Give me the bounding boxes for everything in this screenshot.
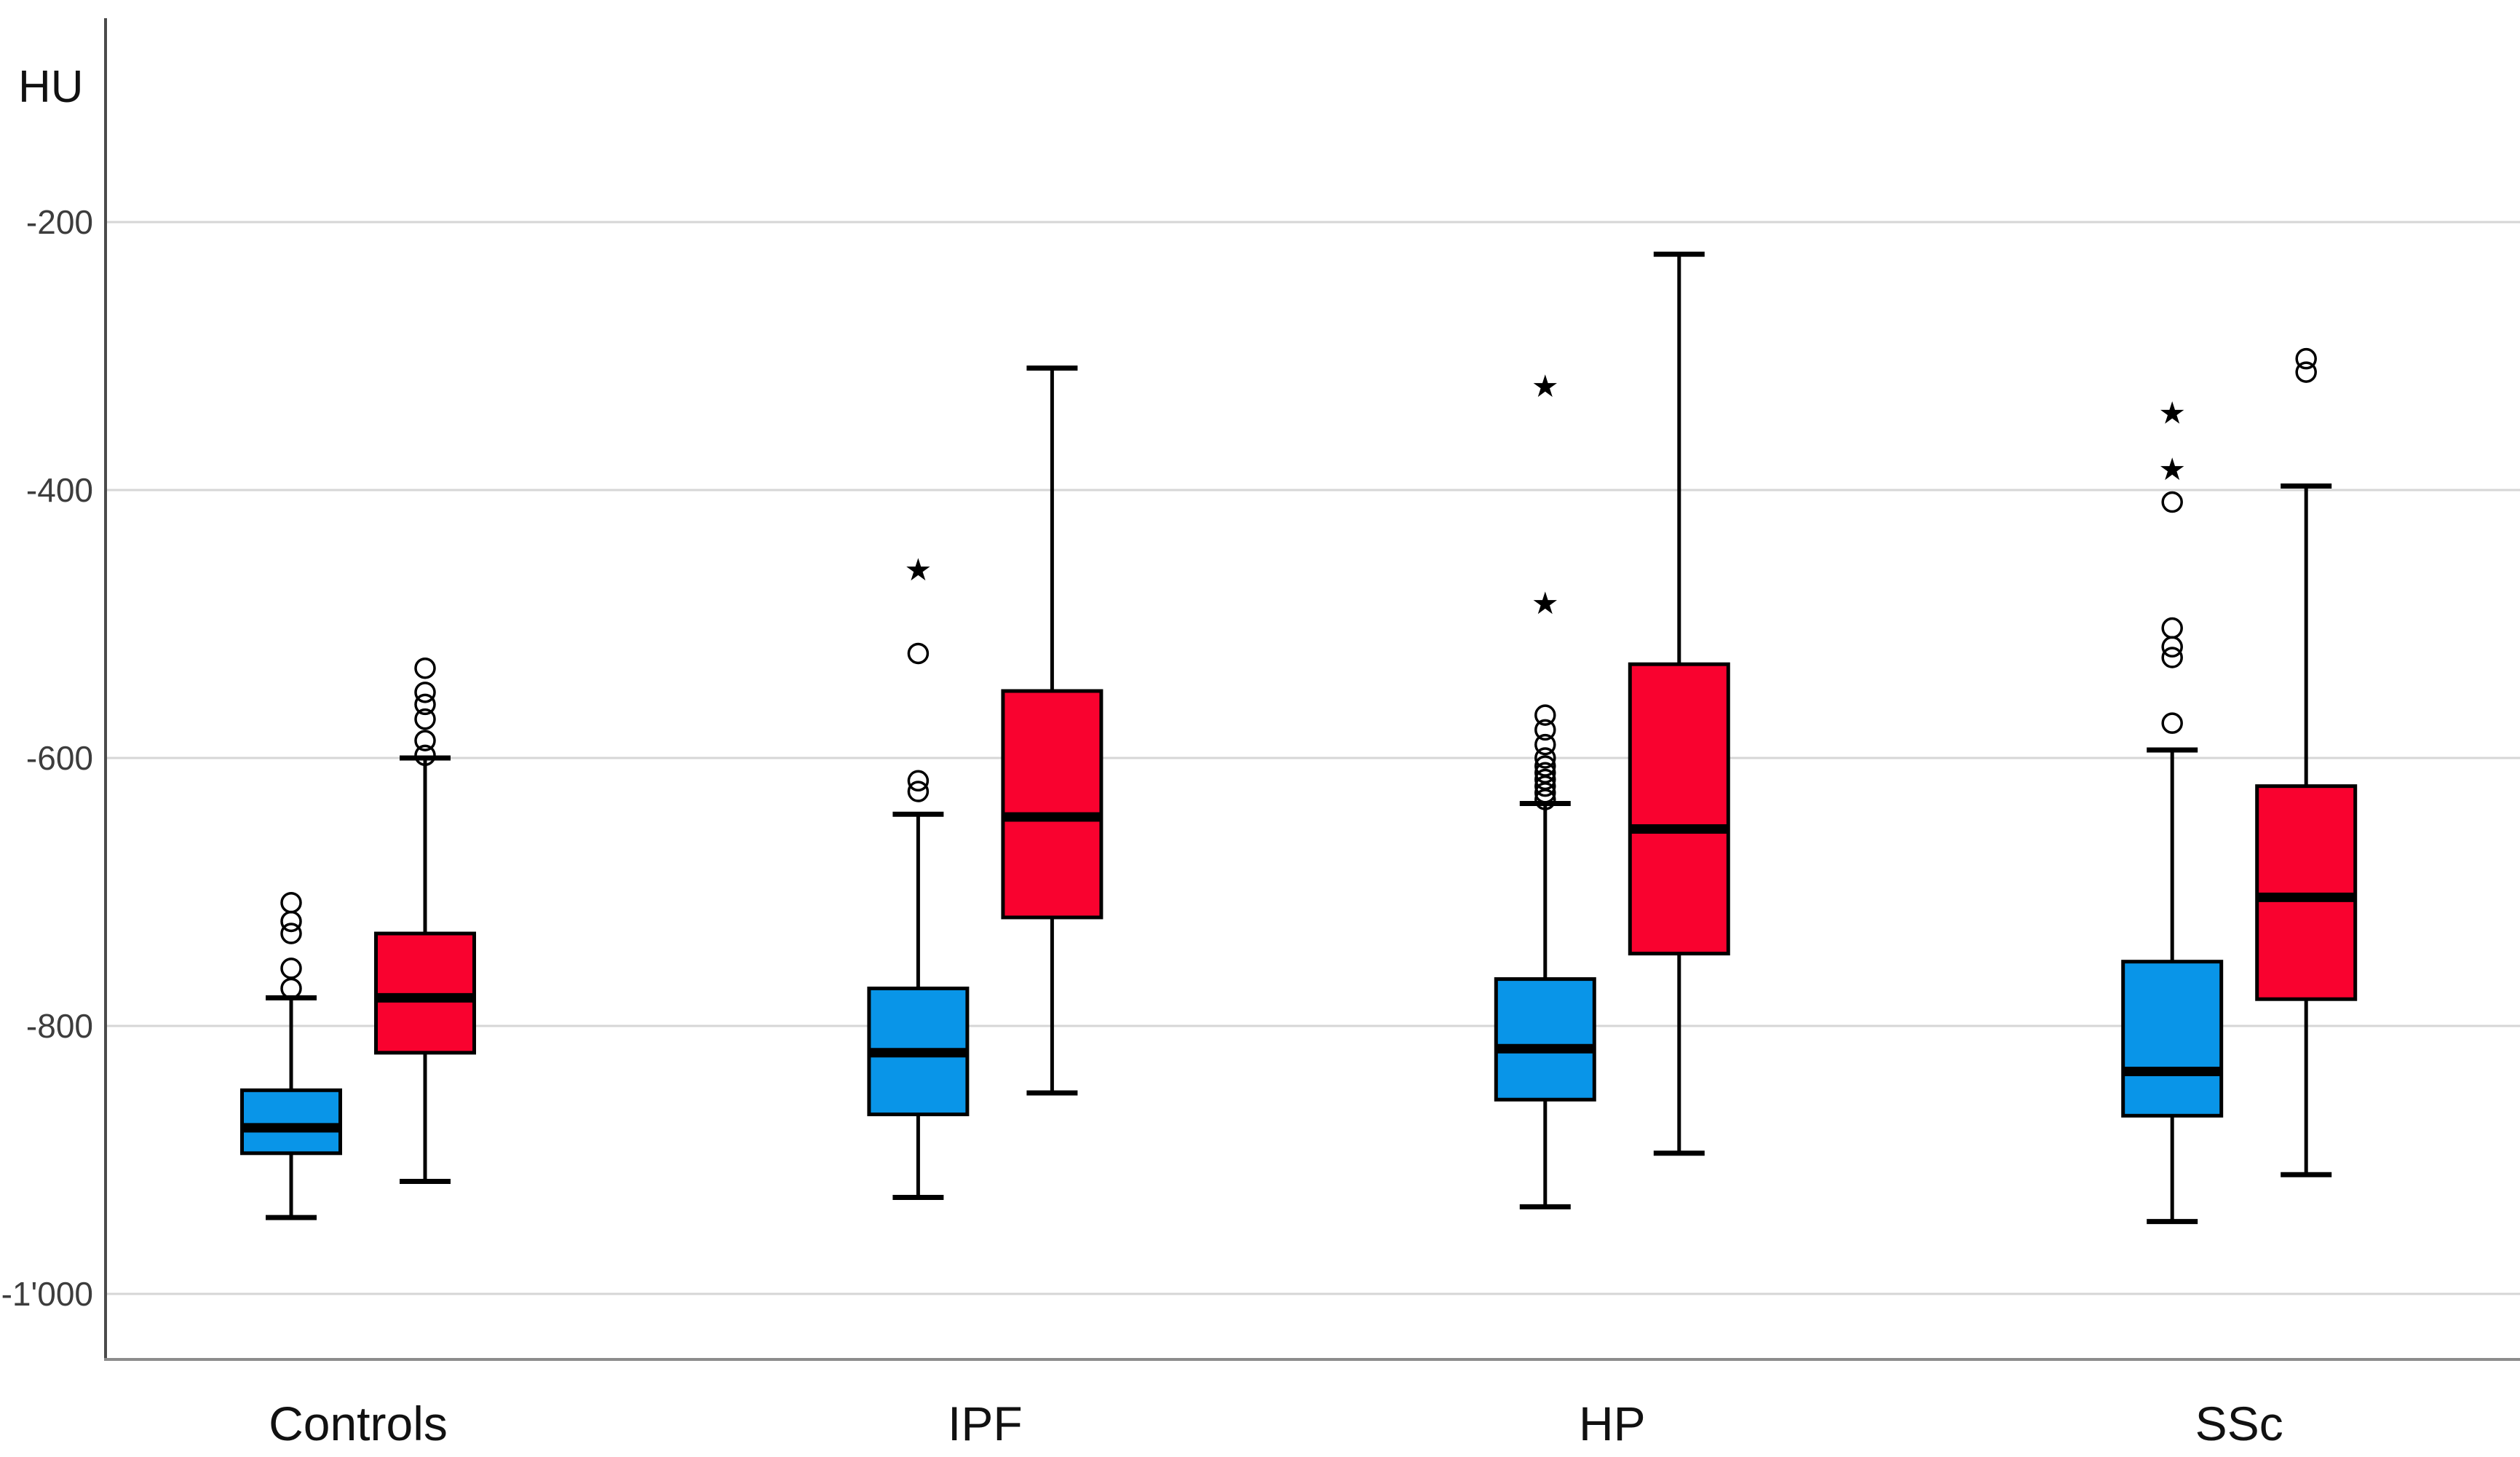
boxplot-blue-Controls — [240, 891, 342, 1220]
y-tick-label: -800 — [26, 1007, 93, 1045]
outlier-circle — [1534, 719, 1556, 741]
outlier-circle — [1534, 733, 1556, 756]
boxplot-blue-HP — [1494, 374, 1596, 1209]
iqr-box — [1494, 977, 1596, 1102]
x-category-label: IPF — [948, 1397, 1023, 1450]
outlier-circle — [907, 770, 930, 792]
outlier-circle — [414, 682, 436, 703]
outlier-circle — [907, 642, 930, 665]
outlier-circle — [2161, 491, 2183, 513]
outlier-circle — [1534, 789, 1556, 810]
outlier-circle — [2295, 347, 2317, 370]
outlier-circle — [414, 708, 436, 730]
x-category-label: Controls — [269, 1397, 448, 1450]
boxplot-blue-SSc — [2121, 401, 2224, 1225]
y-tick-label: -1'000 — [1, 1275, 93, 1313]
x-category-labels: Controls IPF HP SSc — [269, 1397, 2283, 1450]
outlier-circle — [280, 977, 302, 1000]
y-axis-title: HU — [18, 62, 84, 112]
box-series — [240, 251, 2358, 1225]
outlier-circle — [280, 957, 302, 979]
iqr-box — [2121, 960, 2224, 1118]
iqr-box — [240, 1088, 342, 1156]
outlier-circle — [1534, 775, 1556, 797]
y-tick-label: -400 — [26, 471, 93, 509]
y-tick-labels: -200 -400 -600 -800 -1'000 — [1, 203, 93, 1313]
extreme-star — [2160, 401, 2184, 424]
boxplot-blue-IPF — [867, 558, 970, 1201]
gridlines — [107, 221, 2520, 1295]
outlier-circle — [2161, 712, 2183, 734]
outlier-circle — [414, 693, 436, 716]
y-tick-label: -200 — [26, 203, 93, 241]
outlier-circle — [414, 730, 436, 751]
boxplot-red-IPF — [1001, 366, 1104, 1096]
outlier-circle — [2161, 617, 2183, 639]
outlier-circle — [1534, 782, 1556, 804]
iqr-box — [1001, 689, 1104, 920]
extreme-star — [1533, 374, 1557, 398]
boxplot-red-Controls — [374, 657, 476, 1184]
outlier-circle — [2161, 647, 2183, 668]
outlier-circle — [280, 891, 302, 914]
outlier-circle — [1534, 747, 1556, 769]
outlier-circle — [2295, 361, 2317, 383]
outlier-circle — [907, 781, 930, 802]
extreme-star — [1533, 591, 1557, 615]
extreme-star — [906, 558, 930, 581]
outlier-circle — [1534, 704, 1556, 726]
x-category-label: SSc — [2195, 1397, 2283, 1450]
iqr-box — [1628, 662, 1730, 956]
x-category-label: HP — [1579, 1397, 1646, 1450]
axes — [104, 18, 2520, 1361]
boxplot-red-HP — [1628, 251, 1730, 1156]
y-tick-label: -600 — [26, 739, 93, 777]
extreme-star — [2160, 457, 2184, 481]
outlier-circle — [280, 923, 302, 944]
outlier-circle — [280, 910, 302, 933]
outlier-circle — [414, 744, 436, 767]
boxplot-red-SSc — [2255, 347, 2358, 1177]
outlier-circle — [414, 657, 436, 679]
